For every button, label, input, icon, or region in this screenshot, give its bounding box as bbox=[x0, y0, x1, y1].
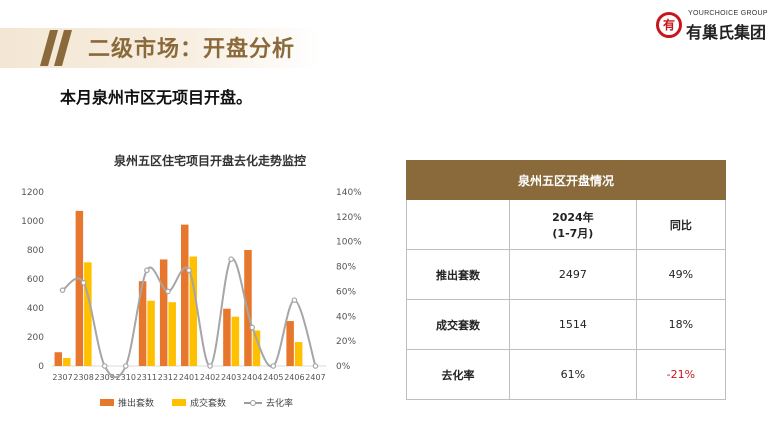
x-tick-label: 2307 bbox=[52, 373, 72, 382]
col-header-period: 2024年 (1-7月) bbox=[509, 199, 637, 250]
logo-chinese: 有巢氏集团 bbox=[686, 23, 767, 42]
row-label: 成交套数 bbox=[406, 299, 510, 350]
x-tick-label: 2407 bbox=[305, 373, 325, 382]
legend-swatch-supply bbox=[100, 399, 114, 406]
bar-deal bbox=[294, 342, 303, 366]
rate-point bbox=[122, 363, 129, 369]
bar-deal bbox=[63, 358, 71, 366]
table-row: 成交套数 1514 18% bbox=[406, 299, 727, 350]
logo-mark: 有 bbox=[656, 12, 682, 38]
rate-point bbox=[186, 267, 192, 274]
bar-supply bbox=[54, 352, 63, 366]
x-tick-label: 2311 bbox=[137, 373, 157, 382]
row-yoy: 49% bbox=[635, 249, 727, 300]
row-value: 61% bbox=[509, 349, 637, 400]
legend-label-deal: 成交套数 bbox=[190, 399, 227, 409]
legend-item-rate: 去化率 bbox=[244, 396, 293, 409]
bar-supply bbox=[244, 250, 252, 366]
rate-point bbox=[101, 363, 108, 369]
bar-deal bbox=[84, 262, 92, 366]
y-tick-label: 600 bbox=[27, 275, 44, 285]
y2-tick-label: 120% bbox=[336, 213, 362, 223]
logo-english: YOURCHOICE GROUP bbox=[688, 10, 768, 17]
legend-label-rate: 去化率 bbox=[266, 399, 294, 409]
row-label: 推出套数 bbox=[406, 249, 510, 300]
rate-point bbox=[312, 363, 319, 369]
y2-tick-label: 0% bbox=[336, 362, 351, 372]
rate-point bbox=[270, 363, 277, 369]
row-yoy: 18% bbox=[635, 299, 727, 350]
table-row: 推出套数 2497 49% bbox=[406, 249, 727, 300]
table-corner-cell bbox=[406, 199, 510, 250]
combo-chart: 0 200 400 600 800 1000 1200 0% 20% 40% 60% 80% 100% 1… bbox=[21, 188, 362, 382]
row-yoy: -21% bbox=[635, 349, 727, 400]
row-label: 去化率 bbox=[406, 349, 510, 400]
y2-tick-label: 60% bbox=[336, 287, 356, 297]
y2-tick-label: 140% bbox=[336, 188, 362, 198]
rate-point bbox=[228, 256, 234, 262]
bar-supply bbox=[75, 210, 84, 366]
bar-deal bbox=[168, 302, 176, 366]
x-tick-label: 2406 bbox=[284, 373, 304, 382]
stats-table: 泉州五区开盘情况 2024年 (1-7月) 同比 推出套数 2497 49% 成… bbox=[406, 160, 727, 400]
legend-item-deal: 成交套数 bbox=[172, 396, 226, 409]
x-tick-label: 2310 bbox=[116, 373, 136, 382]
x-tick-label: 2401 bbox=[179, 373, 199, 382]
bar-supply bbox=[181, 224, 189, 366]
row-value: 2497 bbox=[509, 249, 637, 300]
rate-point bbox=[165, 288, 171, 295]
col-header-yoy: 同比 bbox=[635, 199, 727, 250]
rate-point bbox=[249, 324, 256, 331]
y-tick-label: 1200 bbox=[21, 188, 44, 198]
table-header-row: 2024年 (1-7月) 同比 bbox=[406, 199, 727, 250]
bar-supply bbox=[159, 259, 168, 366]
y2-tick-label: 100% bbox=[336, 238, 362, 248]
bar-supply bbox=[286, 321, 294, 366]
x-tick-label: 2404 bbox=[242, 373, 262, 382]
x-tick-label: 2309 bbox=[95, 373, 115, 382]
y-tick-label: 1000 bbox=[21, 217, 44, 227]
legend-label-supply: 推出套数 bbox=[118, 399, 155, 409]
bar-deal bbox=[147, 300, 155, 366]
rate-point bbox=[59, 287, 66, 293]
company-logo: 有 YOURCHOICE GROUP 有巢氏集团 bbox=[652, 8, 774, 42]
bar-supply bbox=[223, 308, 231, 366]
rate-line bbox=[61, 257, 317, 379]
y2-tick-label: 80% bbox=[336, 263, 356, 273]
chart-title: 泉州五区住宅项目开盘去化走势监控 bbox=[113, 154, 306, 168]
legend-swatch-rate bbox=[244, 399, 263, 407]
y-tick-label: 0 bbox=[38, 362, 44, 372]
row-value: 1514 bbox=[509, 299, 637, 350]
chart-legend: 推出套数 成交套数 去化率 bbox=[100, 396, 293, 409]
bar-deal bbox=[189, 256, 197, 366]
page-subtitle: 本月泉州市区无项目开盘。 bbox=[60, 88, 253, 107]
rate-point bbox=[207, 363, 213, 369]
x-tick-label: 2402 bbox=[200, 373, 220, 382]
bar-deal bbox=[231, 316, 240, 366]
rate-point bbox=[144, 267, 150, 274]
rate-point bbox=[80, 279, 87, 286]
x-tick-label: 2308 bbox=[73, 373, 93, 382]
x-tick-label: 2312 bbox=[158, 373, 178, 382]
legend-item-supply: 推出套数 bbox=[100, 396, 154, 409]
y-tick-label: 400 bbox=[27, 304, 44, 314]
table-caption: 泉州五区开盘情况 bbox=[406, 160, 726, 200]
y2-tick-label: 20% bbox=[336, 337, 356, 347]
y2-tick-label: 40% bbox=[336, 312, 356, 322]
legend-swatch-deal bbox=[172, 399, 187, 406]
rate-point bbox=[291, 297, 298, 303]
x-tick-label: 2405 bbox=[263, 373, 283, 382]
y-tick-label: 800 bbox=[27, 246, 44, 256]
table-row: 去化率 61% -21% bbox=[406, 349, 727, 400]
header-stripes bbox=[40, 30, 72, 66]
bar-supply bbox=[138, 281, 147, 366]
x-tick-label: 2403 bbox=[221, 373, 241, 382]
page-title: 二级市场：开盘分析 bbox=[88, 37, 296, 62]
y-tick-label: 200 bbox=[27, 333, 44, 343]
bar-deal bbox=[252, 330, 261, 366]
